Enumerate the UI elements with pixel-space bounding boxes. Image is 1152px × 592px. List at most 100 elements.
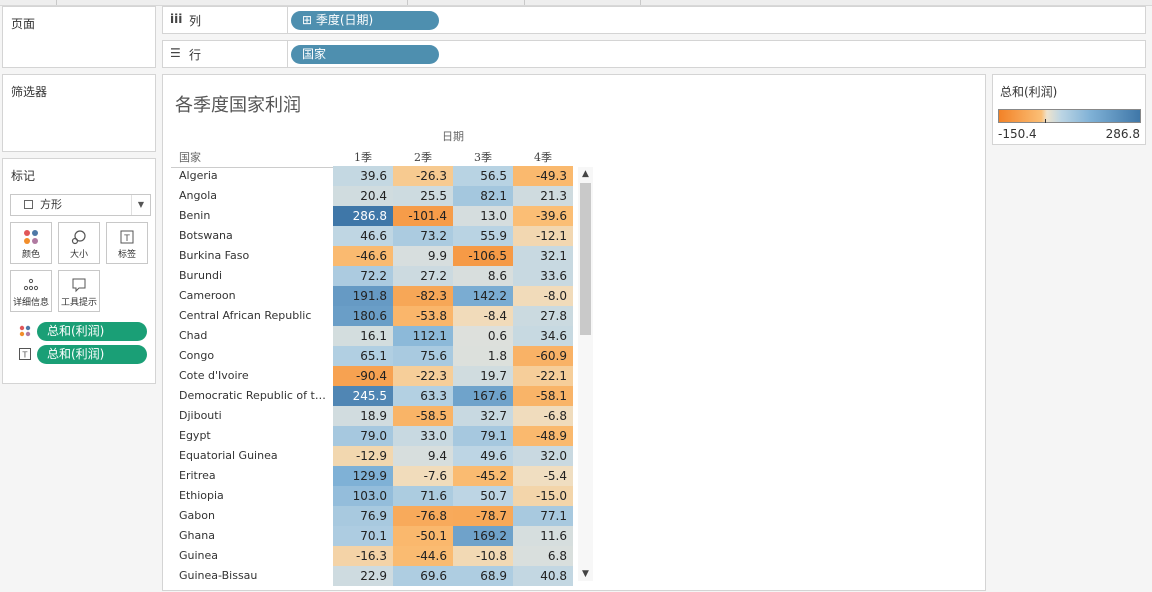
scroll-up-icon[interactable]: ▲ xyxy=(582,169,589,179)
heatmap-cell[interactable]: 76.9 xyxy=(333,506,393,526)
heatmap-cell[interactable]: -7.6 xyxy=(393,466,453,486)
heatmap-cell[interactable]: 18.9 xyxy=(333,406,393,426)
chevron-down-icon[interactable]: ▼ xyxy=(131,195,150,215)
heatmap-cell[interactable]: 169.2 xyxy=(453,526,513,546)
heatmap-cell[interactable]: -58.5 xyxy=(393,406,453,426)
rows-shelf[interactable]: ☰ 行 国家 xyxy=(162,40,1146,68)
quarter-date-pill[interactable]: ⊞ 季度(日期) xyxy=(291,11,439,30)
heatmap-cell[interactable]: 33.0 xyxy=(393,426,453,446)
heatmap-cell[interactable]: 245.5 xyxy=(333,386,393,406)
heatmap-cell[interactable]: 112.1 xyxy=(393,326,453,346)
scroll-down-icon[interactable]: ▼ xyxy=(582,569,589,579)
heatmap-cell[interactable]: -90.4 xyxy=(333,366,393,386)
columns-shelf[interactable]: iii 列 ⊞ 季度(日期) xyxy=(162,6,1146,34)
heatmap-cell[interactable]: 63.3 xyxy=(393,386,453,406)
heatmap-cell[interactable]: 79.1 xyxy=(453,426,513,446)
heatmap-cell[interactable]: 191.8 xyxy=(333,286,393,306)
heatmap-cell[interactable]: 73.2 xyxy=(393,226,453,246)
heatmap-cell[interactable]: 103.0 xyxy=(333,486,393,506)
heatmap-cell[interactable]: 16.1 xyxy=(333,326,393,346)
heatmap-cell[interactable]: -12.9 xyxy=(333,446,393,466)
vertical-scrollbar[interactable]: ▲ ▼ xyxy=(578,167,593,581)
heatmap-cell[interactable]: -15.0 xyxy=(513,486,573,506)
heatmap-cell[interactable]: 167.6 xyxy=(453,386,513,406)
heatmap-cell[interactable]: 39.6 xyxy=(333,166,393,186)
heatmap-cell[interactable]: 50.7 xyxy=(453,486,513,506)
heatmap-cell[interactable]: -39.6 xyxy=(513,206,573,226)
heatmap-cell[interactable]: 11.6 xyxy=(513,526,573,546)
heatmap-cell[interactable]: -44.6 xyxy=(393,546,453,566)
heatmap-cell[interactable]: 286.8 xyxy=(333,206,393,226)
heatmap-cell[interactable]: 9.9 xyxy=(393,246,453,266)
heatmap-cell[interactable]: 20.4 xyxy=(333,186,393,206)
label-field-pill[interactable]: 总和(利润) xyxy=(37,345,147,364)
heatmap-cell[interactable]: 75.6 xyxy=(393,346,453,366)
heatmap-cell[interactable]: -58.1 xyxy=(513,386,573,406)
heatmap-cell[interactable]: 56.5 xyxy=(453,166,513,186)
heatmap-cell[interactable]: -53.8 xyxy=(393,306,453,326)
color-button[interactable]: 颜色 xyxy=(10,222,52,264)
heatmap-cell[interactable]: 40.8 xyxy=(513,566,573,586)
heatmap-cell[interactable]: 65.1 xyxy=(333,346,393,366)
heatmap-cell[interactable]: -16.3 xyxy=(333,546,393,566)
color-legend[interactable]: 总和(利润) -150.4 286.8 xyxy=(992,74,1146,145)
heatmap-cell[interactable]: 79.0 xyxy=(333,426,393,446)
heatmap-cell[interactable]: -106.5 xyxy=(453,246,513,266)
heatmap-cell[interactable]: 46.6 xyxy=(333,226,393,246)
heatmap-cell[interactable]: 1.8 xyxy=(453,346,513,366)
heatmap-cell[interactable]: -12.1 xyxy=(513,226,573,246)
pages-card[interactable]: 页面 xyxy=(2,6,156,68)
heatmap-cell[interactable]: -49.3 xyxy=(513,166,573,186)
heatmap-cell[interactable]: 6.8 xyxy=(513,546,573,566)
heatmap-cell[interactable]: -26.3 xyxy=(393,166,453,186)
label-button[interactable]: T 标签 xyxy=(106,222,148,264)
heatmap-cell[interactable]: 0.6 xyxy=(453,326,513,346)
heatmap-cell[interactable]: -78.7 xyxy=(453,506,513,526)
heatmap-cell[interactable]: -8.4 xyxy=(453,306,513,326)
heatmap-cell[interactable]: 21.3 xyxy=(513,186,573,206)
heatmap-cell[interactable]: -22.3 xyxy=(393,366,453,386)
heatmap-cell[interactable]: 32.7 xyxy=(453,406,513,426)
heatmap-cell[interactable]: -50.1 xyxy=(393,526,453,546)
heatmap-cell[interactable]: -8.0 xyxy=(513,286,573,306)
mark-type-dropdown[interactable]: 方形 ▼ xyxy=(10,194,151,216)
heatmap-cell[interactable]: 27.8 xyxy=(513,306,573,326)
heatmap-cell[interactable]: 33.6 xyxy=(513,266,573,286)
heatmap-cell[interactable]: -10.8 xyxy=(453,546,513,566)
heatmap-cell[interactable]: 142.2 xyxy=(453,286,513,306)
heatmap-cell[interactable]: 49.6 xyxy=(453,446,513,466)
heatmap-cell[interactable]: -101.4 xyxy=(393,206,453,226)
heatmap-cell[interactable]: 32.1 xyxy=(513,246,573,266)
heatmap-cell[interactable]: 82.1 xyxy=(453,186,513,206)
heatmap-cell[interactable]: 19.7 xyxy=(453,366,513,386)
heatmap-cell[interactable]: 27.2 xyxy=(393,266,453,286)
heatmap-cell[interactable]: 72.2 xyxy=(333,266,393,286)
heatmap-cell[interactable]: -45.2 xyxy=(453,466,513,486)
tooltip-button[interactable]: 工具提示 xyxy=(58,270,100,312)
heatmap-cell[interactable]: 32.0 xyxy=(513,446,573,466)
heatmap-cell[interactable]: 180.6 xyxy=(333,306,393,326)
color-field-pill[interactable]: 总和(利润) xyxy=(37,322,147,341)
heatmap-cell[interactable]: -22.1 xyxy=(513,366,573,386)
heatmap-cell[interactable]: 129.9 xyxy=(333,466,393,486)
heatmap-cell[interactable]: -6.8 xyxy=(513,406,573,426)
filters-card[interactable]: 筛选器 xyxy=(2,74,156,152)
heatmap-cell[interactable]: 13.0 xyxy=(453,206,513,226)
country-pill[interactable]: 国家 xyxy=(291,45,439,64)
heatmap-cell[interactable]: -48.9 xyxy=(513,426,573,446)
heatmap-cell[interactable]: -60.9 xyxy=(513,346,573,366)
heatmap-cell[interactable]: 55.9 xyxy=(453,226,513,246)
heatmap-cell[interactable]: 34.6 xyxy=(513,326,573,346)
detail-button[interactable]: 详细信息 xyxy=(10,270,52,312)
heatmap-cell[interactable]: 71.6 xyxy=(393,486,453,506)
heatmap-cell[interactable]: 77.1 xyxy=(513,506,573,526)
heatmap-cell[interactable]: 69.6 xyxy=(393,566,453,586)
heatmap-cell[interactable]: -46.6 xyxy=(333,246,393,266)
heatmap-cell[interactable]: 8.6 xyxy=(453,266,513,286)
heatmap-cell[interactable]: -82.3 xyxy=(393,286,453,306)
size-button[interactable]: 大小 xyxy=(58,222,100,264)
heatmap-cell[interactable]: -76.8 xyxy=(393,506,453,526)
heatmap-cell[interactable]: 9.4 xyxy=(393,446,453,466)
heatmap-cell[interactable]: 68.9 xyxy=(453,566,513,586)
scroll-thumb[interactable] xyxy=(580,183,591,335)
